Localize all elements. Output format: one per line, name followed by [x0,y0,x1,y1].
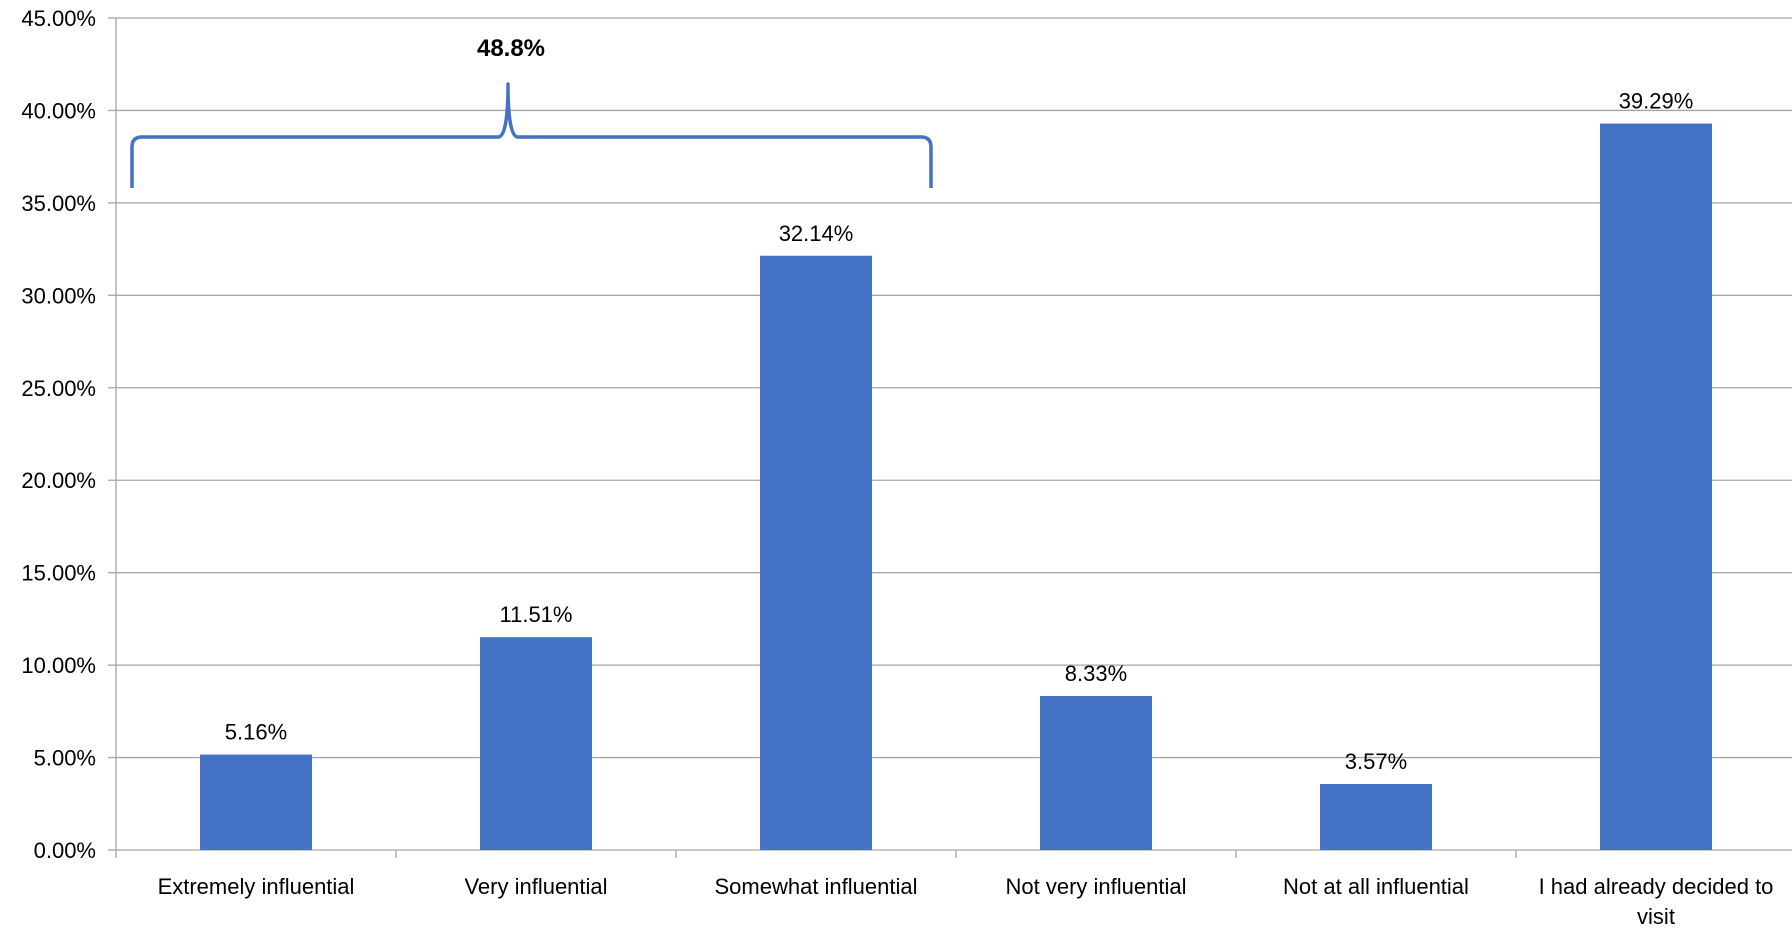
y-tick-label: 15.00% [21,561,96,586]
category-label-line: Extremely influential [158,874,355,899]
category-label: Very influential [464,874,607,899]
group-bracket: 48.8% [130,35,933,188]
bar [480,637,592,850]
y-tick-label: 30.00% [21,283,96,308]
y-tick-label: 35.00% [21,191,96,216]
category-label-line: Not very influential [1006,874,1187,899]
bar [1320,783,1432,850]
bar [1600,123,1712,851]
bar [1040,695,1152,850]
category-label-line: Very influential [464,874,607,899]
data-label: 3.57% [1345,749,1407,774]
bar [200,754,312,850]
category-label-line: Not at all influential [1283,874,1469,899]
bars [200,123,1712,851]
labels: 0.00% 5.00% 10.00% 15.00% 20.00% 25.00% 30.00%… [21,6,1773,928]
category-label-line: I had already decided to [1539,874,1774,899]
axes [108,17,1792,858]
y-tick-label: 45.00% [21,6,96,31]
category-label: I had already decided to visit [1539,874,1774,928]
category-label-line: Somewhat influential [714,874,917,899]
data-label: 8.33% [1065,661,1127,686]
category-label: Not very influential [1006,874,1187,899]
bracket-path [130,82,933,188]
category-label: Extremely influential [158,874,355,899]
y-tick-label: 20.00% [21,468,96,493]
bracket-label: 48.8% [477,35,545,62]
y-tick-label: 10.00% [21,653,96,678]
y-tick-label: 40.00% [21,98,96,123]
data-label: 11.51% [500,602,573,627]
y-tick-label: 0.00% [34,838,96,863]
y-tick-label: 25.00% [21,376,96,401]
bar [760,255,872,851]
category-label-line: visit [1637,904,1675,928]
data-label: 5.16% [225,720,287,745]
data-label: 32.14% [779,221,854,246]
category-label: Not at all influential [1283,874,1469,899]
y-tick-label: 5.00% [34,746,96,771]
gridlines [116,17,1792,759]
data-label: 39.29% [1619,89,1694,114]
category-label: Somewhat influential [714,874,917,899]
